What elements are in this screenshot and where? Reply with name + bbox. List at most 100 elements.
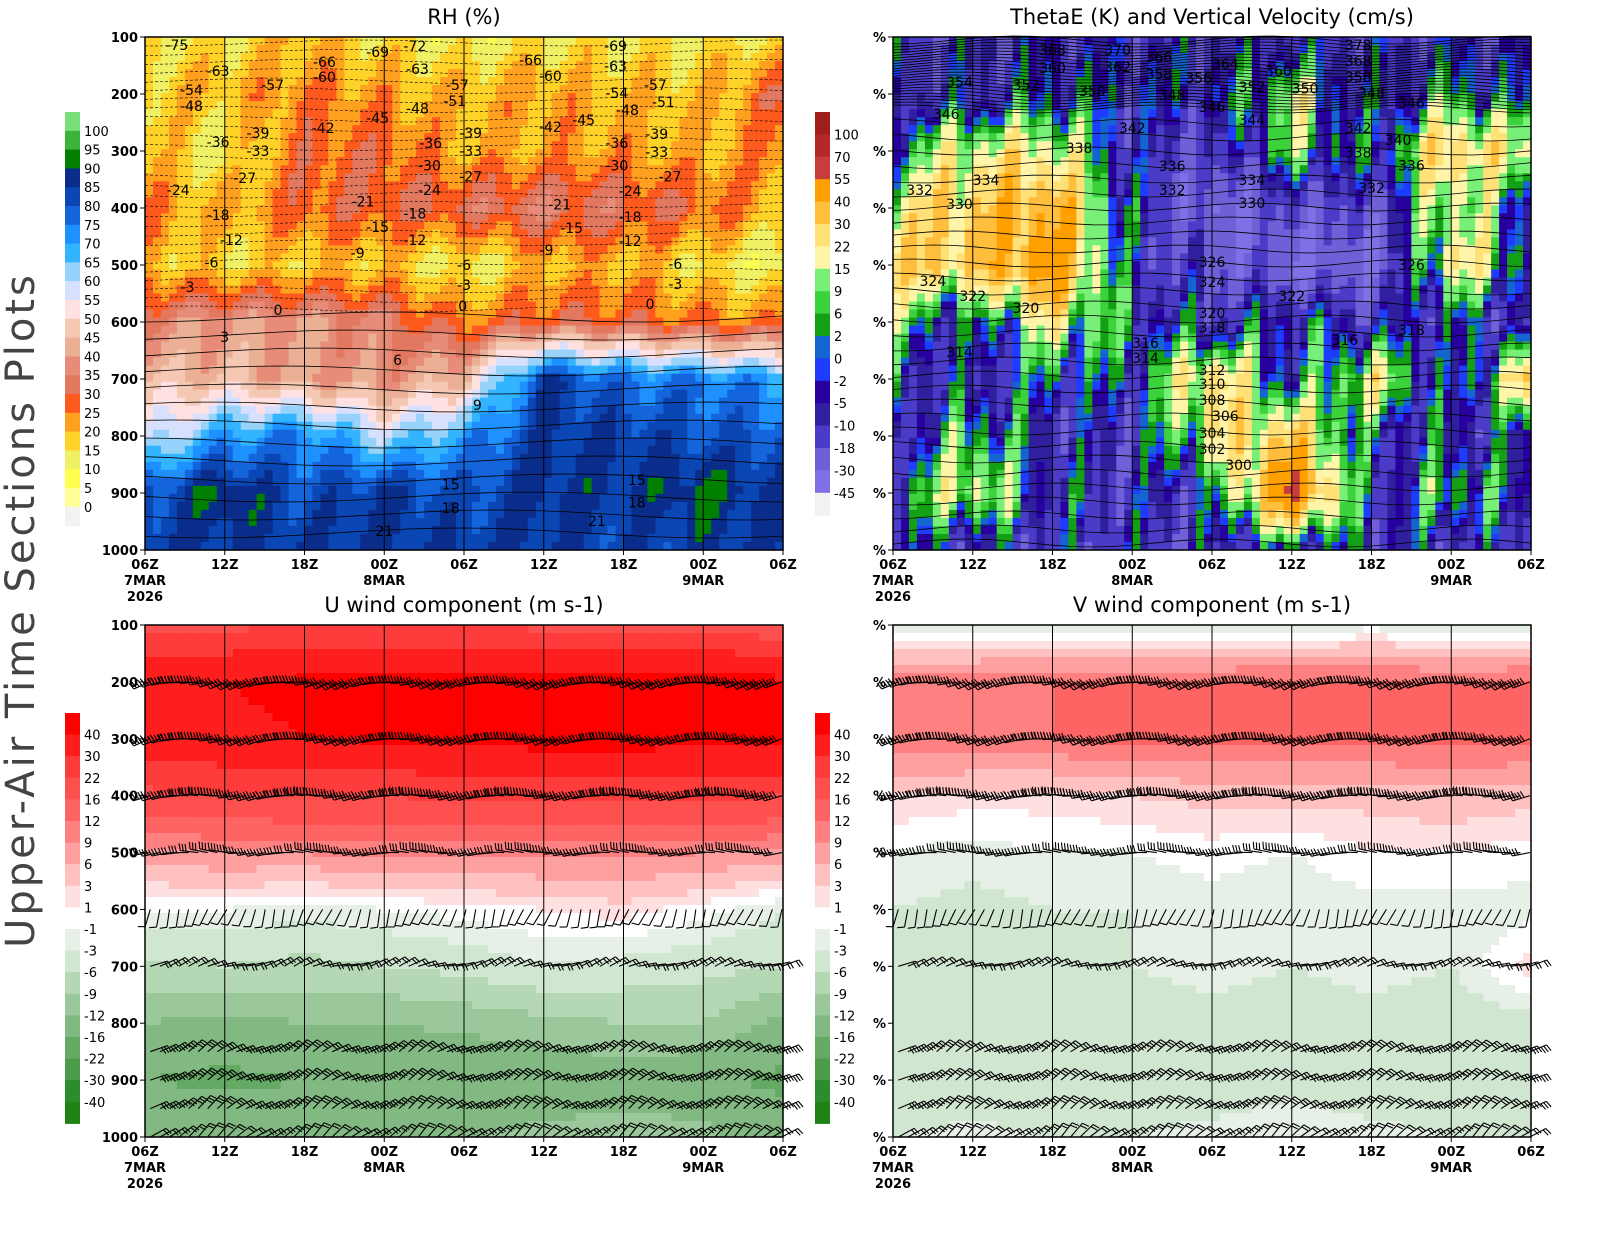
field-cell [440,269,449,279]
field-cell [280,389,290,399]
field-cell [535,261,545,271]
field-cell [256,333,266,343]
field-cell [759,453,768,463]
field-cell [448,413,457,423]
field-cell [519,141,529,150]
field-cell [559,69,569,78]
field-cell [607,221,617,230]
field-cell [200,61,210,70]
field-cell [719,269,728,279]
field-cell [495,309,505,319]
field-cell [687,221,696,230]
field-cell [192,469,202,479]
field-cell [503,341,513,351]
field-cell [647,301,656,311]
field-cell [495,69,505,78]
field-cell [511,541,521,551]
field-cell [448,181,457,190]
field-cell [376,197,385,206]
field-cell [224,389,234,399]
field-cell [408,213,417,222]
field-cell [216,405,226,415]
field-cell [288,221,298,230]
field-cell [352,125,361,134]
field-cell [583,85,593,94]
field-cell [312,37,322,46]
field-cell [551,61,561,70]
field-cell [208,501,218,511]
field-cell [679,237,688,247]
field-cell [208,301,218,311]
field-cell [599,413,609,423]
field-cell [727,485,736,495]
field-cell [408,437,417,447]
field-cell [280,85,290,94]
field-cell [639,501,649,511]
field-cell [759,229,768,238]
field-cell [296,453,306,463]
field-cell [759,301,768,311]
field-cell [200,461,210,471]
field-cell [152,421,162,431]
field-cell [479,269,489,279]
field-cell [328,525,337,535]
field-cell [615,229,625,238]
field-cell [687,421,696,431]
field-cell [360,181,369,190]
field-cell [264,469,274,479]
field-cell [320,317,330,327]
field-cell [695,181,704,190]
field-cell [743,397,752,407]
field-cell [663,229,672,238]
field-cell [312,357,322,367]
field-cell [527,77,537,86]
field-cell [487,117,497,126]
field-cell [663,293,672,303]
field-cell [543,309,553,319]
field-cell [583,213,593,222]
field-cell [623,517,633,527]
field-cell [304,269,314,279]
field-cell [695,381,704,391]
field-cell [304,45,314,54]
field-cell [519,461,529,471]
field-cell [599,501,609,511]
field-cell [615,501,625,511]
field-cell [559,333,569,343]
field-cell [543,237,553,247]
field-cell [464,261,473,271]
field-cell [663,45,672,54]
field-cell [535,429,545,439]
field-cell [647,125,656,134]
field-cell [432,437,441,447]
field-cell [288,397,298,407]
field-cell [615,389,625,399]
field-cell [176,277,186,287]
field-cell [384,253,393,263]
field-cell [400,117,409,126]
field-cell [519,293,529,303]
field-cell [671,509,680,519]
field-cell [176,533,186,543]
field-cell [376,125,385,134]
field-cell [264,317,274,327]
field-cell [623,469,633,479]
field-cell [759,285,768,295]
field-cell [743,205,752,214]
field-cell [384,453,393,463]
field-cell [360,397,369,407]
field-cell [256,485,266,495]
field-cell [184,237,194,247]
field-cell [200,477,210,487]
field-cell [527,357,537,367]
field-cell [448,293,457,303]
field-cell [145,205,154,214]
field-cell [647,357,656,367]
field-cell [280,333,290,343]
field-cell [368,101,377,110]
field-cell [176,133,186,142]
field-cell [695,141,704,150]
field-cell [527,117,537,126]
field-cell [535,237,545,247]
field-cell [264,133,274,142]
